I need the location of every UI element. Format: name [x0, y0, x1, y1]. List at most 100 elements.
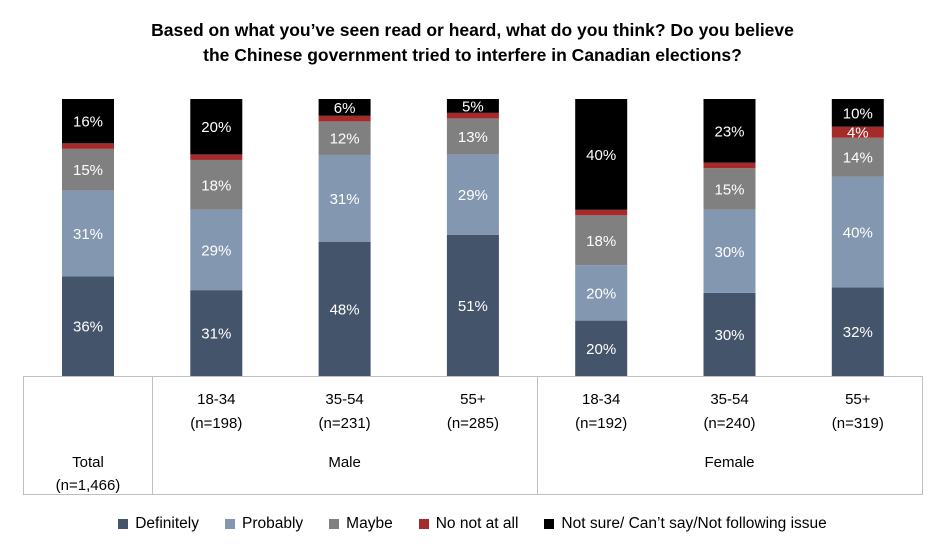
bar-segment [575, 99, 628, 210]
chart-title: Based on what you’ve seen read or heard,… [0, 18, 945, 68]
x-tick-sample-size: (n=319) [832, 415, 884, 432]
data-label: 31% [330, 191, 360, 208]
x-tick-sample-size: (n=192) [575, 415, 627, 432]
legend-swatch [118, 519, 129, 529]
bar-segment [190, 159, 243, 210]
x-tick-sample-size: (n=240) [703, 415, 755, 432]
x-tick-label: 55+ [460, 391, 486, 408]
legend-item: Probably [224, 515, 304, 533]
x-tick-sample-size: (n=285) [447, 415, 499, 432]
legend-label: Maybe [346, 515, 393, 532]
bar-segment [703, 162, 756, 169]
bar-segment [703, 99, 756, 163]
bar-segment [62, 99, 114, 144]
x-tick-label: 18-34 [197, 391, 235, 408]
bar-segment [446, 234, 499, 376]
bar-segment [575, 265, 628, 321]
legend-swatch [224, 519, 235, 529]
bar-segment [831, 137, 884, 177]
data-label: 6% [334, 100, 356, 117]
bar-segment [190, 290, 243, 376]
data-label: 51% [458, 298, 488, 315]
data-label: 29% [458, 187, 488, 204]
data-label: 40% [843, 224, 873, 241]
bar-segment [831, 99, 884, 127]
legend-swatch [544, 519, 555, 529]
legend-item: Definitely [118, 515, 199, 533]
bar-segment [831, 176, 884, 288]
bar-segment [831, 126, 884, 138]
data-label: 29% [201, 242, 231, 259]
bar-segment [318, 121, 371, 155]
bar-segment [831, 287, 884, 376]
data-label: 48% [330, 301, 360, 318]
legend-label: Definitely [135, 515, 199, 532]
bar-segment [446, 118, 499, 155]
data-label: 5% [462, 98, 484, 115]
bar-segment [318, 241, 371, 376]
bar-segment [703, 209, 756, 293]
bar-segment [575, 320, 628, 376]
data-label: 20% [586, 341, 616, 358]
chart-title-line-2: the Chinese government tried to interfer… [203, 45, 742, 65]
bar-segment [62, 148, 114, 191]
data-label: 12% [330, 131, 360, 148]
bar-segment [62, 190, 114, 277]
bar-segment [190, 209, 243, 291]
data-label: 40% [586, 147, 616, 164]
bar-segment [62, 143, 114, 149]
data-label: 4% [847, 125, 869, 142]
data-label: 31% [73, 226, 103, 243]
bar-segment [446, 112, 499, 119]
x-tick-label: 35-54 [325, 391, 363, 408]
bar-segment [575, 209, 628, 216]
chart-legend: Definitely Probably Maybe No not at all Not … [0, 512, 945, 536]
data-label: 36% [73, 319, 103, 336]
data-label: 14% [843, 150, 873, 167]
bar-segment [318, 154, 371, 242]
data-label: 18% [201, 177, 231, 194]
bar-segment [446, 154, 499, 235]
x-group-label: Total [72, 454, 104, 471]
data-label: 30% [714, 327, 744, 344]
legend-item: Not sure/ Can’t say/Not following issue [544, 515, 827, 533]
data-label: 18% [586, 233, 616, 250]
legend-label: Not sure/ Can’t say/Not following issue [561, 515, 827, 532]
legend-label: No not at all [435, 515, 519, 532]
bar-segment [190, 154, 243, 160]
data-label: 20% [201, 119, 231, 136]
data-label: 15% [73, 162, 103, 179]
bar-segment [190, 99, 243, 155]
legend-swatch [418, 519, 429, 529]
bar-segment [703, 292, 756, 376]
data-label: 31% [201, 326, 231, 343]
bar-segment [318, 115, 371, 122]
bar-segment [703, 168, 756, 210]
legend-label: Probably [241, 515, 304, 532]
bar-segment [446, 99, 499, 113]
bar-segment [575, 215, 628, 266]
data-label: 20% [586, 285, 616, 302]
x-group-label: Male [328, 454, 361, 471]
chart-title-line-1: Based on what you’ve seen read or heard,… [151, 20, 794, 40]
data-label: 23% [714, 123, 744, 140]
data-label: 15% [714, 182, 744, 199]
legend-item: No not at all [418, 515, 519, 533]
stacked-bar-chart: 36% 31% 15% 16% 31% 29% 18% 20% 48% 31% 12% 6% 51% 29… [23, 98, 923, 495]
bar-segment [62, 276, 114, 376]
x-tick-sample-size: (n=231) [319, 415, 371, 432]
x-tick-label: 35-54 [710, 391, 748, 408]
data-label: 32% [843, 324, 873, 341]
x-tick-sample-size: (n=198) [190, 415, 242, 432]
x-tick-label: 18-34 [582, 391, 620, 408]
x-tick-label: 55+ [845, 391, 871, 408]
legend-swatch [329, 519, 340, 529]
x-group-label: Female [704, 454, 754, 471]
data-label: 16% [73, 114, 103, 131]
data-label: 13% [458, 129, 488, 146]
bar-segment [318, 99, 371, 116]
data-label: 30% [714, 244, 744, 261]
data-label: 10% [843, 105, 873, 122]
legend-item: Maybe [329, 515, 393, 533]
x-group-sample-size: (n=1,466) [56, 477, 121, 494]
